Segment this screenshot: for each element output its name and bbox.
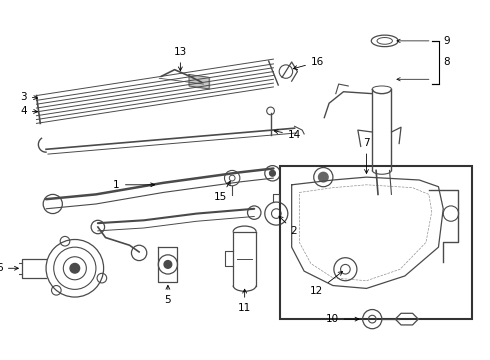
- Bar: [280, 166, 472, 319]
- Circle shape: [164, 261, 171, 268]
- Text: 10: 10: [325, 314, 359, 324]
- Text: 14: 14: [274, 130, 301, 140]
- Text: 11: 11: [238, 289, 251, 313]
- Text: 1: 1: [113, 180, 154, 190]
- Text: 4: 4: [20, 106, 38, 116]
- Text: 5: 5: [165, 285, 171, 305]
- Text: 7: 7: [363, 138, 370, 174]
- Text: 2: 2: [279, 216, 297, 236]
- Circle shape: [270, 170, 275, 176]
- Text: 13: 13: [174, 47, 187, 71]
- Text: 12: 12: [310, 271, 343, 297]
- Circle shape: [70, 264, 80, 273]
- Text: 15: 15: [214, 181, 230, 202]
- Text: 6: 6: [0, 263, 18, 273]
- Text: 3: 3: [20, 91, 38, 102]
- Text: 16: 16: [294, 57, 324, 69]
- Circle shape: [318, 172, 328, 182]
- Text: 9: 9: [443, 36, 450, 46]
- Text: 8: 8: [443, 57, 450, 67]
